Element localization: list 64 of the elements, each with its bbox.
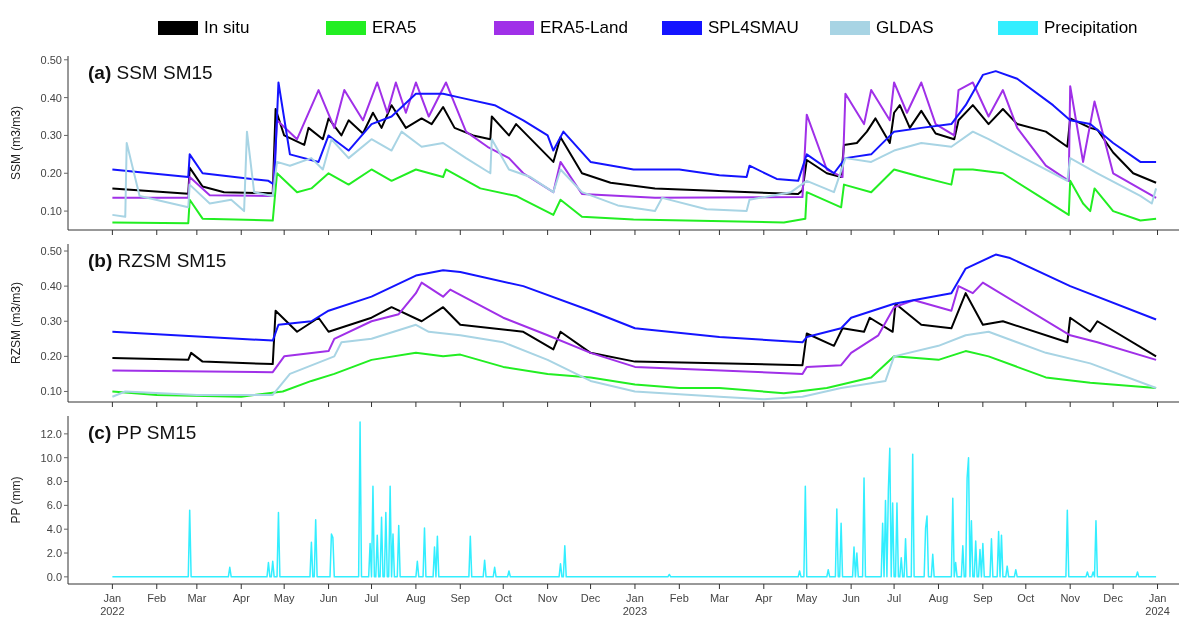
x-tick-label: Aug (928, 592, 949, 604)
line-series (111, 281, 1158, 375)
x-tick-label: Feb (147, 592, 167, 604)
x-tick-label: Jan 2024 (1145, 592, 1170, 617)
y-tick-label: 2.0 (46, 546, 62, 559)
y-tick-label: 0.0 (46, 570, 62, 583)
x-tick-label: Nov (1060, 592, 1081, 604)
x-tick-label: Aug (406, 592, 426, 604)
chart-title: (c) PP SM15 (88, 422, 197, 444)
x-tick-label: Jun (319, 592, 338, 604)
x-tick-label: Dec (1103, 592, 1124, 604)
x-tick-label: Sep (450, 592, 471, 604)
line-series (111, 168, 1158, 225)
y-tick-label: 10.0 (40, 451, 62, 464)
y-tick-label: 8.0 (46, 475, 62, 488)
y-tick-label: 12.0 (40, 427, 62, 440)
y-tick-label: 0.10 (40, 204, 62, 217)
y-tick-label: 0.40 (40, 280, 62, 293)
chart-title: (a) SSM SM15 (88, 62, 213, 84)
x-tick-label: Jul (364, 592, 379, 604)
legend-label: Precipitation (1044, 18, 1138, 38)
x-tick-label: Oct (1017, 592, 1035, 604)
x-tick-label: Nov (537, 592, 558, 604)
x-tick-label: Dec (580, 592, 601, 604)
x-tick-label: May (273, 592, 296, 604)
y-tick-label: 0.20 (40, 350, 62, 363)
y-tick-label: 6.0 (46, 499, 62, 512)
y-axis-title: PP (mm) (9, 476, 24, 524)
line-series (111, 81, 1158, 199)
x-tick-label: Sep (973, 592, 993, 604)
x-tick-label: Apr (755, 592, 773, 604)
y-tick-label: 0.40 (40, 91, 62, 104)
chart-title: (b) RZSM SM15 (88, 250, 227, 272)
x-tick-label: Mar (187, 592, 207, 604)
y-tick-label: 0.30 (40, 315, 62, 328)
line-series (111, 253, 1158, 344)
line-series (111, 323, 1158, 401)
line-series (111, 292, 1158, 367)
y-tick-label: 0.50 (40, 53, 62, 66)
legend-label: GLDAS (876, 18, 934, 38)
line-series (111, 350, 1158, 398)
line-series (111, 421, 1157, 578)
legend-label: In situ (204, 18, 250, 38)
x-tick-label: Jan 2022 (100, 592, 125, 617)
legend-label: ERA5 (372, 18, 417, 38)
x-tick-label: May (796, 592, 818, 604)
x-tick-label: Feb (669, 592, 689, 604)
y-tick-label: 0.50 (40, 244, 62, 257)
x-tick-label: Oct (494, 592, 512, 604)
x-tick-label: Jul (887, 592, 902, 604)
line-series (111, 130, 1158, 218)
x-tick-label: Jan 2023 (622, 592, 648, 617)
legend-label: SPL4SMAU (708, 18, 799, 38)
y-axis-title: RZSM (m3/m3) (9, 282, 24, 364)
line-series (111, 104, 1158, 196)
y-axis-title: SSM (m3/m3) (9, 105, 24, 181)
y-tick-label: 0.30 (40, 129, 62, 142)
y-tick-label: 0.10 (40, 385, 62, 398)
y-tick-label: 0.20 (40, 167, 62, 180)
x-tick-label: Apr (232, 592, 251, 604)
y-tick-label: 4.0 (46, 523, 62, 536)
legend-label: ERA5-Land (540, 18, 628, 38)
x-tick-label: Mar (709, 592, 730, 604)
x-tick-label: Jun (842, 592, 861, 604)
